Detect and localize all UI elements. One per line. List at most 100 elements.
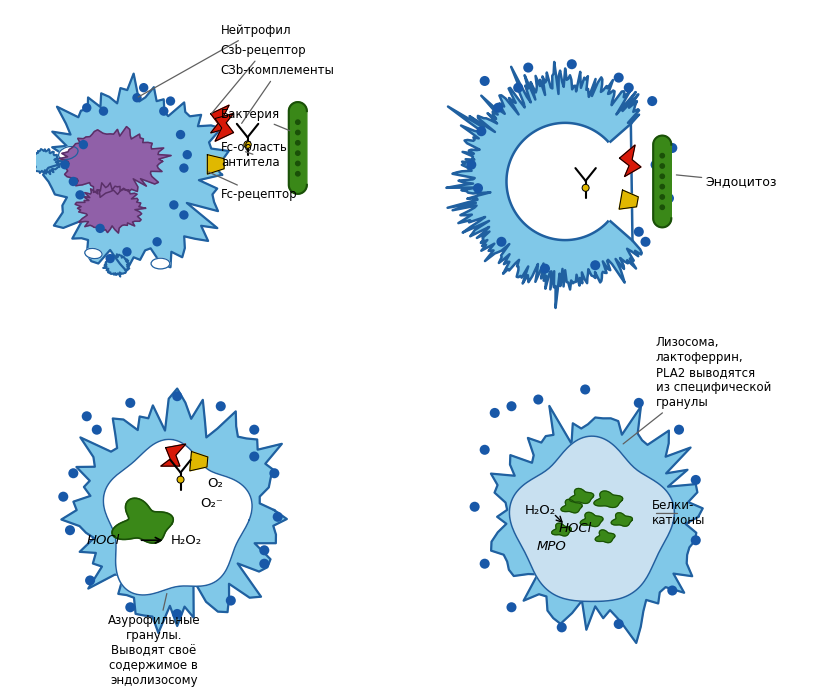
Circle shape xyxy=(513,82,523,93)
Polygon shape xyxy=(654,135,672,228)
Text: Белки-
катионы: Белки- катионы xyxy=(652,500,706,528)
Circle shape xyxy=(674,424,684,435)
Circle shape xyxy=(177,476,184,483)
Circle shape xyxy=(180,163,188,173)
Ellipse shape xyxy=(59,147,78,160)
Circle shape xyxy=(634,227,644,237)
Circle shape xyxy=(469,502,480,512)
Circle shape xyxy=(95,223,104,233)
Circle shape xyxy=(490,408,499,418)
Circle shape xyxy=(139,83,149,92)
Circle shape xyxy=(660,205,664,209)
Polygon shape xyxy=(211,105,229,133)
Circle shape xyxy=(82,411,91,422)
Circle shape xyxy=(567,59,577,69)
Circle shape xyxy=(557,623,567,632)
Circle shape xyxy=(534,394,543,405)
Circle shape xyxy=(153,237,162,246)
Circle shape xyxy=(126,602,135,612)
Circle shape xyxy=(159,106,168,116)
Text: H₂O₂: H₂O₂ xyxy=(171,534,202,547)
Polygon shape xyxy=(446,62,641,308)
Polygon shape xyxy=(215,114,233,141)
Circle shape xyxy=(244,141,251,148)
Circle shape xyxy=(295,120,300,124)
Polygon shape xyxy=(491,406,703,643)
Circle shape xyxy=(65,525,75,535)
Circle shape xyxy=(614,619,623,629)
Polygon shape xyxy=(611,513,632,526)
Polygon shape xyxy=(104,439,252,595)
Circle shape xyxy=(667,586,677,595)
Circle shape xyxy=(169,200,179,209)
Text: HOCl: HOCl xyxy=(87,534,120,547)
Circle shape xyxy=(69,468,78,478)
Circle shape xyxy=(660,164,664,168)
Circle shape xyxy=(215,401,226,411)
Circle shape xyxy=(623,82,634,93)
Text: Азурофильные
гранулы.
Выводят своё
содержимое в
эндолизосому: Азурофильные гранулы. Выводят своё содер… xyxy=(108,593,200,688)
Circle shape xyxy=(466,160,477,170)
Circle shape xyxy=(259,545,269,556)
Text: MPO: MPO xyxy=(537,540,566,554)
Polygon shape xyxy=(190,452,208,471)
Circle shape xyxy=(660,195,664,199)
Circle shape xyxy=(634,398,644,408)
Polygon shape xyxy=(570,489,594,503)
Text: O₂: O₂ xyxy=(207,477,224,490)
Ellipse shape xyxy=(85,248,102,259)
Text: Сзb-рецептор: Сзb-рецептор xyxy=(211,44,306,113)
Polygon shape xyxy=(103,254,130,276)
Text: H₂O₂: H₂O₂ xyxy=(525,503,556,517)
Polygon shape xyxy=(594,491,623,507)
Polygon shape xyxy=(61,389,287,633)
Polygon shape xyxy=(112,498,173,543)
Circle shape xyxy=(183,150,192,159)
Circle shape xyxy=(641,237,650,247)
Circle shape xyxy=(507,602,517,612)
Circle shape xyxy=(660,184,664,189)
Text: СЗb-комплементы: СЗb-комплементы xyxy=(221,64,335,124)
Circle shape xyxy=(614,73,623,82)
Polygon shape xyxy=(619,190,638,209)
Circle shape xyxy=(91,424,102,435)
Circle shape xyxy=(295,161,300,165)
Polygon shape xyxy=(595,530,615,542)
Text: O₂⁻: O₂⁻ xyxy=(201,497,224,510)
Polygon shape xyxy=(565,143,623,220)
Circle shape xyxy=(82,103,91,112)
Text: Бактерия: Бактерия xyxy=(221,108,290,131)
Circle shape xyxy=(480,558,490,569)
Circle shape xyxy=(99,106,109,116)
Circle shape xyxy=(180,210,188,220)
Circle shape xyxy=(647,96,657,106)
Ellipse shape xyxy=(151,258,170,269)
Circle shape xyxy=(582,184,589,191)
Text: Лизосома,
лактоферрин,
PLA2 выводятся
из специфической
гранулы: Лизосома, лактоферрин, PLA2 выводятся из… xyxy=(623,336,771,444)
Circle shape xyxy=(664,193,674,203)
Circle shape xyxy=(590,260,601,270)
Polygon shape xyxy=(29,149,62,174)
Polygon shape xyxy=(580,512,603,526)
Circle shape xyxy=(473,183,483,193)
Polygon shape xyxy=(60,126,171,198)
Polygon shape xyxy=(552,524,571,536)
Circle shape xyxy=(480,445,490,455)
Circle shape xyxy=(78,140,88,149)
Circle shape xyxy=(580,385,590,394)
Circle shape xyxy=(249,452,259,461)
Circle shape xyxy=(58,491,69,502)
Circle shape xyxy=(667,143,677,153)
Text: Нейтрофил: Нейтрофил xyxy=(138,24,291,97)
Circle shape xyxy=(122,247,131,257)
Circle shape xyxy=(523,63,534,73)
Circle shape xyxy=(690,535,701,545)
Polygon shape xyxy=(289,102,307,194)
Circle shape xyxy=(650,160,661,170)
Circle shape xyxy=(172,609,182,619)
Circle shape xyxy=(480,76,490,86)
Circle shape xyxy=(172,391,182,401)
Circle shape xyxy=(295,131,300,135)
Circle shape xyxy=(75,190,85,200)
Circle shape xyxy=(493,103,503,113)
